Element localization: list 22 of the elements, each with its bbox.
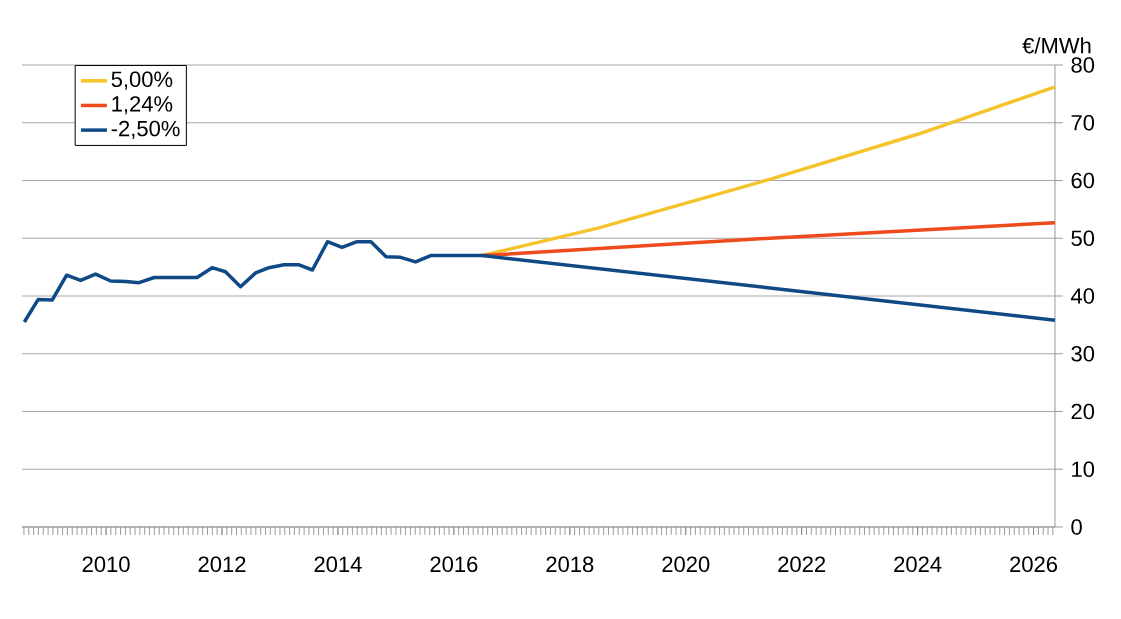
- y-tick-label: 40: [1070, 288, 1095, 304]
- x-tick-label: 2024: [894, 556, 942, 573]
- y-tick-label: 80: [1071, 57, 1095, 73]
- y-tick-label: 60: [1071, 172, 1095, 189]
- y-tick-label: 30: [1071, 345, 1095, 362]
- y-tick-label: 70: [1071, 114, 1095, 131]
- y-tick-label: 20: [1071, 403, 1095, 420]
- x-tick-label: 2014: [314, 556, 362, 573]
- y-tick-label: 50: [1071, 230, 1095, 247]
- y-tick-label: 0: [1071, 519, 1082, 535]
- y-tick-label: 10: [1072, 461, 1095, 478]
- x-tick-label: 2016: [430, 556, 478, 573]
- x-tick-label: 2010: [82, 556, 130, 573]
- x-tick-label: 2022: [778, 556, 826, 573]
- x-tick-label: 2018: [546, 556, 594, 573]
- y-axis-title: €/MWh: [1022, 37, 1091, 54]
- x-tick-label: 2026: [1010, 556, 1058, 573]
- x-tick-label: 2020: [662, 556, 710, 573]
- legend-label: 1,24%: [112, 96, 173, 115]
- legend-label: -2,50%: [111, 120, 180, 139]
- legend-label: 5,00%: [111, 71, 173, 90]
- x-tick-label: 2012: [198, 556, 246, 573]
